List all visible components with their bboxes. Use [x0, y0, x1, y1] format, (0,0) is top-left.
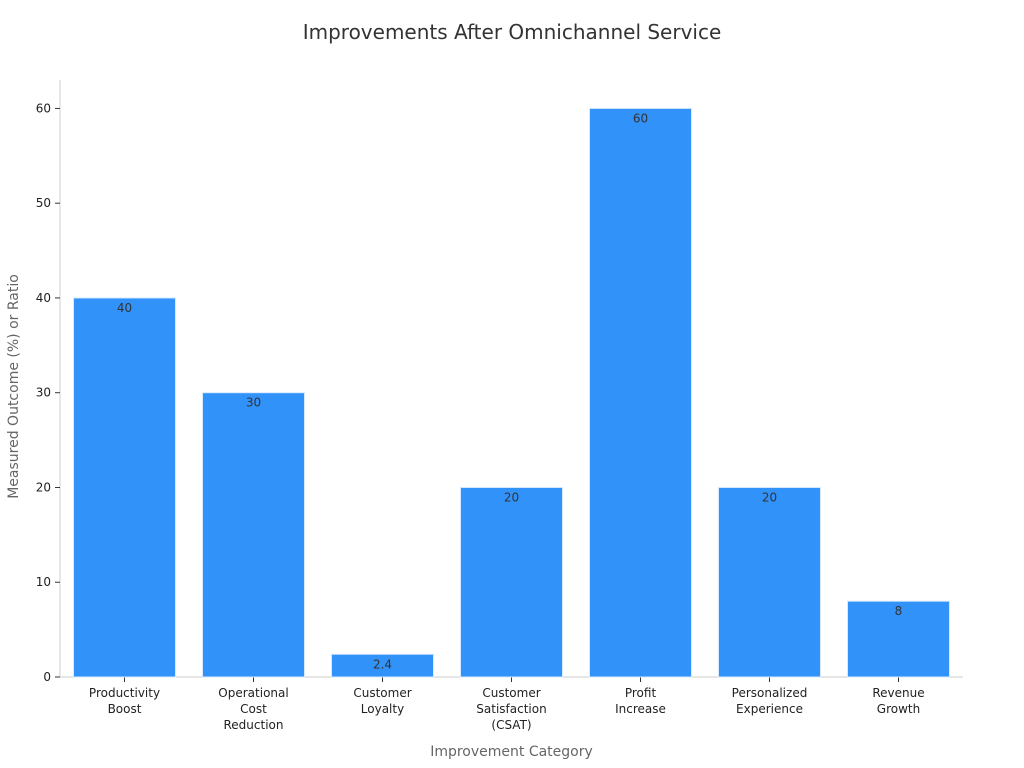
y-axis-title: Measured Outcome (%) or Ratio [6, 274, 22, 499]
bar [202, 392, 305, 678]
y-tick-label: 10 [36, 575, 51, 589]
x-tick-label: Operational Cost Reduction [218, 686, 288, 732]
bar [73, 297, 176, 678]
x-tick-label: Customer Satisfaction (CSAT) [476, 686, 546, 732]
data-label: 20 [504, 490, 519, 504]
x-tick-label: Profit Increase [615, 686, 666, 716]
x-axis-title: Improvement Category [430, 744, 593, 760]
y-tick-label: 40 [36, 291, 51, 305]
bar [718, 486, 821, 678]
x-tick-label: Revenue Growth [872, 686, 924, 716]
y-tick-label: 30 [36, 386, 51, 400]
data-label: 30 [246, 396, 261, 410]
labels: 40 Productivity Boost 30 Operational Cost Redu… [89, 111, 925, 732]
bar [460, 486, 563, 678]
data-label: 60 [633, 111, 648, 125]
data-label: 20 [762, 490, 777, 504]
x-tick-label: Productivity Boost [89, 686, 160, 716]
y-tick-label: 50 [36, 196, 51, 210]
data-label: 40 [117, 301, 132, 315]
y-tick-label: 0 [43, 670, 51, 684]
bar [589, 107, 692, 678]
data-label: 8 [895, 604, 903, 618]
data-label: 2.4 [373, 657, 392, 671]
y-tick-label: 20 [36, 480, 51, 494]
chart-title: Improvements After Omnichannel Service [302, 20, 722, 44]
bar [847, 600, 950, 678]
bar [331, 653, 434, 678]
x-tick-label: Customer Loyalty [353, 686, 411, 716]
y-tick-label: 60 [36, 101, 51, 115]
x-tick-label: Personalized Experience [732, 686, 808, 716]
bars [73, 107, 950, 678]
